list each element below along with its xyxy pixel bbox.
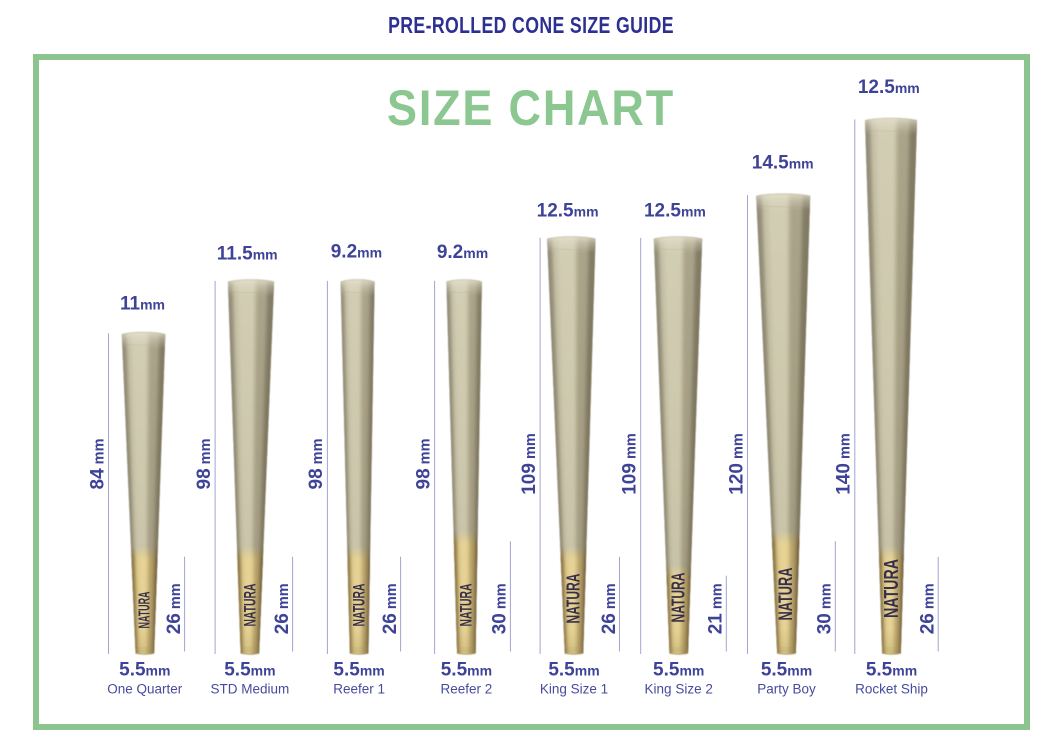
svg-text:5.5mm: 5.5mm bbox=[866, 660, 917, 681]
svg-text:Party Boy: Party Boy bbox=[757, 682, 816, 697]
svg-text:12.5mm: 12.5mm bbox=[644, 200, 706, 221]
svg-text:NATURA: NATURA bbox=[240, 584, 259, 627]
svg-text:NATURA: NATURA bbox=[880, 559, 903, 618]
svg-text:5.5mm: 5.5mm bbox=[224, 660, 275, 681]
svg-text:98 mm: 98 mm bbox=[194, 439, 215, 490]
svg-text:5.5mm: 5.5mm bbox=[333, 660, 384, 681]
svg-text:26 mm: 26 mm bbox=[918, 583, 939, 634]
svg-text:5.5mm: 5.5mm bbox=[441, 660, 492, 681]
svg-text:30 mm: 30 mm bbox=[490, 583, 511, 634]
svg-text:98 mm: 98 mm bbox=[306, 439, 327, 490]
svg-text:30 mm: 30 mm bbox=[815, 583, 836, 634]
svg-text:109 mm: 109 mm bbox=[620, 433, 641, 495]
svg-text:21 mm: 21 mm bbox=[706, 583, 727, 634]
svg-text:5.5mm: 5.5mm bbox=[119, 660, 170, 681]
svg-text:26 mm: 26 mm bbox=[272, 583, 293, 634]
svg-text:5.5mm: 5.5mm bbox=[548, 660, 599, 681]
svg-text:109 mm: 109 mm bbox=[519, 433, 540, 495]
svg-text:One Quarter: One Quarter bbox=[107, 682, 183, 697]
svg-text:11mm: 11mm bbox=[120, 294, 165, 315]
svg-text:12.5mm: 12.5mm bbox=[537, 200, 599, 221]
svg-text:5.5mm: 5.5mm bbox=[761, 660, 812, 681]
svg-text:Rocket Ship: Rocket Ship bbox=[855, 682, 928, 697]
svg-text:84 mm: 84 mm bbox=[87, 439, 108, 490]
svg-text:Reefer 2: Reefer 2 bbox=[441, 682, 493, 697]
svg-text:140 mm: 140 mm bbox=[834, 433, 855, 495]
svg-text:98 mm: 98 mm bbox=[413, 439, 434, 490]
svg-text:26 mm: 26 mm bbox=[164, 583, 185, 634]
svg-text:NATURA: NATURA bbox=[137, 592, 154, 629]
svg-text:5.5mm: 5.5mm bbox=[653, 660, 704, 681]
svg-text:NATURA: NATURA bbox=[349, 584, 368, 627]
svg-text:26 mm: 26 mm bbox=[380, 583, 401, 634]
svg-text:26 mm: 26 mm bbox=[599, 583, 620, 634]
svg-text:12.5mm: 12.5mm bbox=[858, 77, 920, 98]
svg-text:9.2mm: 9.2mm bbox=[437, 242, 488, 263]
svg-text:King Size 2: King Size 2 bbox=[645, 682, 713, 697]
svg-text:Reefer 1: Reefer 1 bbox=[333, 682, 385, 697]
svg-text:11.5mm: 11.5mm bbox=[217, 243, 278, 264]
svg-text:120 mm: 120 mm bbox=[726, 433, 747, 495]
svg-text:NATURA: NATURA bbox=[457, 584, 476, 627]
svg-text:STD Medium: STD Medium bbox=[211, 682, 290, 697]
svg-text:NATURA: NATURA bbox=[776, 567, 797, 620]
svg-text:King Size 1: King Size 1 bbox=[540, 682, 608, 697]
svg-text:9.2mm: 9.2mm bbox=[331, 242, 382, 263]
svg-text:14.5mm: 14.5mm bbox=[752, 153, 814, 174]
svg-text:NATURA: NATURA bbox=[667, 573, 688, 623]
svg-text:NATURA: NATURA bbox=[562, 574, 583, 624]
